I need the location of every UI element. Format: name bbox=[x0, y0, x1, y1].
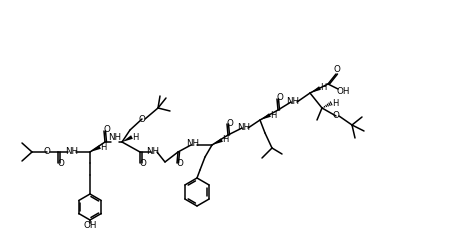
Text: H: H bbox=[132, 132, 138, 141]
Text: O: O bbox=[58, 160, 65, 168]
Text: O: O bbox=[333, 66, 340, 74]
Text: H: H bbox=[270, 110, 276, 120]
Text: H: H bbox=[332, 98, 338, 108]
Polygon shape bbox=[212, 138, 223, 145]
Text: O: O bbox=[277, 94, 284, 102]
Polygon shape bbox=[122, 135, 133, 142]
Text: OH: OH bbox=[336, 88, 350, 96]
Text: O: O bbox=[332, 112, 339, 120]
Text: O: O bbox=[140, 160, 146, 168]
Text: NH: NH bbox=[146, 146, 159, 156]
Text: O: O bbox=[104, 126, 111, 134]
Text: H: H bbox=[222, 136, 228, 144]
Text: O: O bbox=[44, 148, 50, 156]
Text: O: O bbox=[139, 114, 146, 124]
Polygon shape bbox=[260, 113, 271, 120]
Polygon shape bbox=[90, 145, 101, 152]
Text: NH: NH bbox=[108, 132, 121, 141]
Text: NH: NH bbox=[66, 146, 79, 156]
Text: H: H bbox=[320, 84, 326, 92]
Text: NH: NH bbox=[238, 122, 251, 132]
Text: H: H bbox=[100, 142, 106, 152]
Text: O: O bbox=[226, 118, 233, 128]
Text: OH: OH bbox=[83, 220, 97, 230]
Text: NH: NH bbox=[186, 140, 199, 148]
Text: NH: NH bbox=[286, 96, 299, 106]
Polygon shape bbox=[310, 86, 321, 93]
Text: O: O bbox=[177, 160, 183, 168]
